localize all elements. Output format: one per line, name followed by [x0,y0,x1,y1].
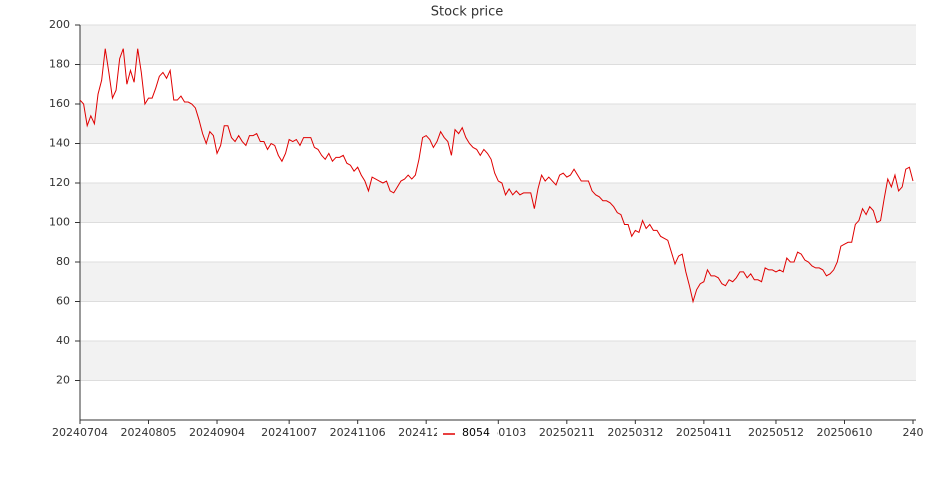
y-tick-label: 40 [56,334,70,347]
x-tick-label: 20241106 [330,426,386,439]
grid-band [80,262,916,302]
grid-band [80,341,916,381]
x-tick-label: 20241007 [261,426,317,439]
x-tick-label: 20250512 [748,426,804,439]
y-tick-label: 120 [49,176,70,189]
x-tick-label: 20250211 [539,426,595,439]
x-tick-label: 20250411 [676,426,732,439]
x-tick-label: 20250312 [607,426,663,439]
x-tick-label: 20240904 [189,426,245,439]
y-tick-label: 160 [49,97,70,110]
y-tick-label: 100 [49,216,70,229]
grid-band [80,183,916,223]
legend-box [437,424,497,443]
y-tick-label: 140 [49,137,70,150]
x-tick-label: 240 [903,426,924,439]
x-tick-label: 20240805 [121,426,177,439]
legend-label: 8054 [462,426,490,439]
y-tick-label: 180 [49,58,70,71]
legend: 8054 [437,424,497,443]
chart-title: Stock price [431,5,503,20]
grid-band [80,104,916,144]
y-tick-label: 80 [56,255,70,268]
grid-band [80,25,916,65]
x-tick-label: 20240704 [52,426,108,439]
y-tick-label: 20 [56,374,70,387]
x-tick-label: 20250610 [816,426,872,439]
series-line [79,48,914,304]
y-tick-label: 200 [49,18,70,31]
y-tick-label: 60 [56,295,70,308]
